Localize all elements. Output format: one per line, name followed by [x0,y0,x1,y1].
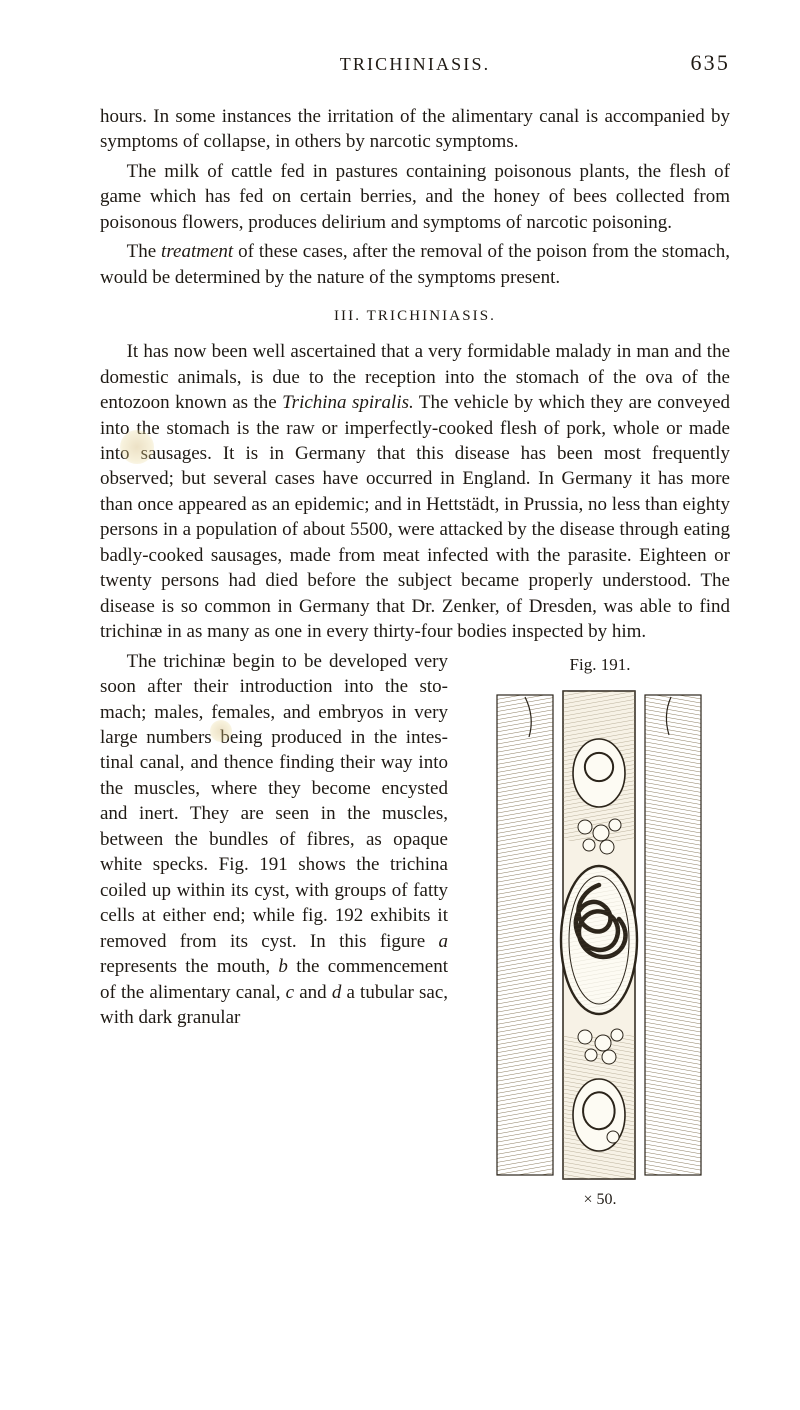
body-paragraph: The treatment of these cases, after the … [100,239,730,290]
body-paragraph: It has now been well ascertained that a … [100,339,730,644]
figure-191: Fig. 191. [470,655,730,1209]
text-run: The vehicle by which they are conveyed i… [100,392,730,642]
text-italic: c [286,982,294,1003]
text-italic: d [332,982,342,1003]
body-paragraph: The milk of cattle fed in pastures conta… [100,159,730,235]
text-italic: treatment [161,241,233,262]
text-italic: a [439,931,449,952]
running-title: TRICHINIASIS. [160,54,670,75]
figure-caption: Fig. 191. [470,655,730,675]
section-heading: III. TRICHINIASIS. [100,308,730,325]
text-italic: b [278,956,288,977]
page: TRICHINIASIS. 635 hours. In some instanc… [0,0,800,1410]
text-run: represents the mouth, [100,956,278,977]
page-number: 635 [670,50,730,76]
body-paragraph: hours. In some instances the irritation … [100,104,730,155]
text-run: The trichinæ begin to be developed very … [100,651,448,952]
text-italic: Trichina spiralis. [282,392,414,413]
running-head: TRICHINIASIS. 635 [100,50,730,76]
text-run: The [127,241,161,262]
trichina-illustration [485,685,715,1185]
figure-magnification: × 50. [470,1191,730,1209]
text-run: and [294,982,332,1003]
text-run: The milk of cattle fed in pastures conta… [100,161,730,233]
